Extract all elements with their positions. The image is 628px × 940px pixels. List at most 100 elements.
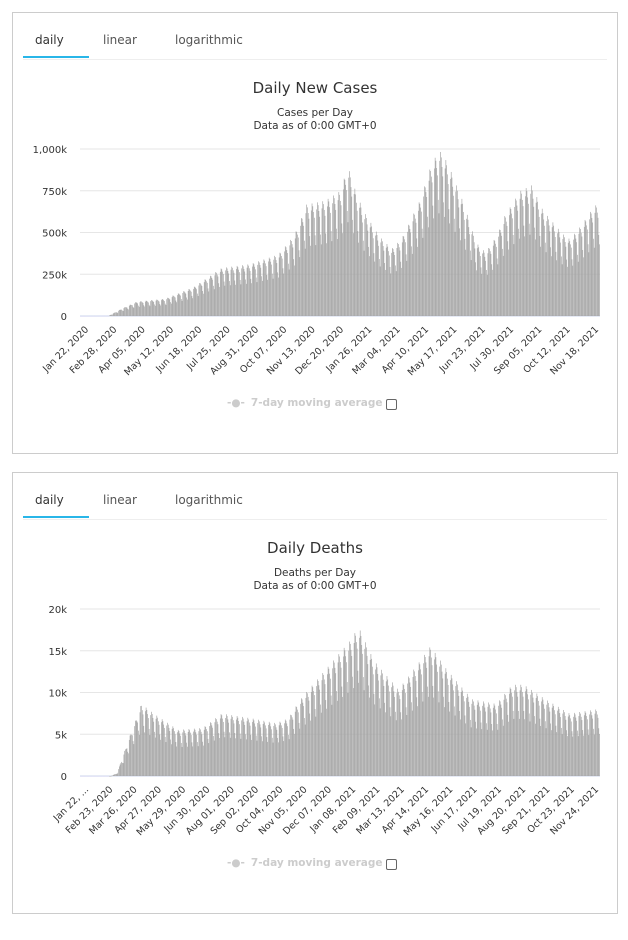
bar[interactable] <box>303 706 304 776</box>
bar[interactable] <box>499 700 500 776</box>
bar[interactable] <box>587 719 588 776</box>
bar[interactable] <box>544 708 545 776</box>
bar[interactable] <box>301 218 303 316</box>
bar[interactable] <box>377 673 379 776</box>
bar[interactable] <box>241 720 243 776</box>
bar[interactable] <box>518 228 519 316</box>
bar[interactable] <box>549 231 551 316</box>
bar[interactable] <box>93 315 94 317</box>
bar[interactable] <box>390 273 392 316</box>
bar[interactable] <box>313 212 314 316</box>
bar[interactable] <box>582 730 584 776</box>
bar[interactable] <box>181 300 183 316</box>
bar[interactable] <box>553 225 555 316</box>
bar[interactable] <box>272 278 274 316</box>
bar[interactable] <box>136 721 138 776</box>
bar[interactable] <box>248 719 249 776</box>
bar[interactable] <box>249 270 251 316</box>
bar[interactable] <box>374 704 376 776</box>
bar[interactable] <box>529 234 531 316</box>
bar[interactable] <box>148 304 150 316</box>
bar[interactable] <box>594 713 596 776</box>
bar[interactable] <box>199 728 200 776</box>
bar[interactable] <box>140 706 142 776</box>
bar[interactable] <box>122 310 124 316</box>
bar[interactable] <box>520 684 522 776</box>
bar[interactable] <box>423 663 425 776</box>
bar[interactable] <box>385 247 387 316</box>
bar[interactable] <box>203 729 205 776</box>
bar[interactable] <box>451 177 453 316</box>
bar[interactable] <box>207 738 209 776</box>
bar[interactable] <box>212 727 213 776</box>
bar[interactable] <box>518 710 519 776</box>
bar[interactable] <box>190 291 192 316</box>
bar[interactable] <box>584 711 586 776</box>
bar[interactable] <box>535 723 536 776</box>
bar[interactable] <box>483 252 485 316</box>
bar[interactable] <box>112 314 113 316</box>
bar[interactable] <box>442 176 444 316</box>
bar[interactable] <box>294 733 295 776</box>
bar[interactable] <box>386 244 388 316</box>
bar[interactable] <box>434 652 436 776</box>
bar[interactable] <box>525 691 526 776</box>
bar[interactable] <box>210 722 211 776</box>
bar[interactable] <box>343 189 344 316</box>
bar[interactable] <box>376 667 378 776</box>
bar[interactable] <box>497 264 499 316</box>
bar[interactable] <box>232 270 234 316</box>
bar[interactable] <box>422 237 424 316</box>
bar[interactable] <box>330 695 332 776</box>
bar[interactable] <box>127 308 129 316</box>
bar[interactable] <box>224 737 226 776</box>
bar[interactable] <box>126 307 128 316</box>
bar[interactable] <box>371 226 373 316</box>
bar[interactable] <box>230 269 232 316</box>
bar[interactable] <box>139 302 141 316</box>
bar[interactable] <box>401 242 403 316</box>
bar[interactable] <box>174 731 175 776</box>
bar[interactable] <box>104 776 106 777</box>
bar[interactable] <box>491 264 493 316</box>
bar[interactable] <box>409 682 411 776</box>
bar[interactable] <box>202 741 204 776</box>
bar[interactable] <box>382 673 383 776</box>
bar[interactable] <box>119 766 120 776</box>
bar[interactable] <box>550 247 551 316</box>
bar[interactable] <box>245 739 247 776</box>
bar[interactable] <box>446 165 447 316</box>
bar[interactable] <box>96 776 98 777</box>
bar[interactable] <box>267 279 269 316</box>
bar[interactable] <box>358 242 360 316</box>
bar[interactable] <box>107 776 109 777</box>
bar[interactable] <box>465 723 467 776</box>
bar[interactable] <box>275 724 276 776</box>
bar[interactable] <box>276 729 278 776</box>
bar[interactable] <box>317 202 318 316</box>
bar[interactable] <box>270 726 272 776</box>
bar[interactable] <box>167 724 169 776</box>
bar[interactable] <box>431 176 432 316</box>
bar[interactable] <box>200 284 202 316</box>
bar[interactable] <box>353 194 355 316</box>
bar[interactable] <box>86 776 87 777</box>
bar[interactable] <box>479 256 481 316</box>
bar[interactable] <box>122 762 123 776</box>
bar[interactable] <box>412 221 414 316</box>
bar[interactable] <box>483 701 484 776</box>
bar[interactable] <box>147 714 148 776</box>
bar[interactable] <box>341 223 343 316</box>
bar[interactable] <box>522 199 523 316</box>
bar[interactable] <box>152 717 154 776</box>
bar[interactable] <box>81 315 83 317</box>
bar[interactable] <box>562 238 564 316</box>
bar[interactable] <box>576 720 577 776</box>
bar[interactable] <box>398 695 400 776</box>
bar[interactable] <box>94 315 96 317</box>
bar[interactable] <box>162 299 164 316</box>
bar[interactable] <box>359 637 360 776</box>
bar[interactable] <box>369 227 371 316</box>
bar[interactable] <box>456 681 457 776</box>
bar[interactable] <box>213 736 214 776</box>
